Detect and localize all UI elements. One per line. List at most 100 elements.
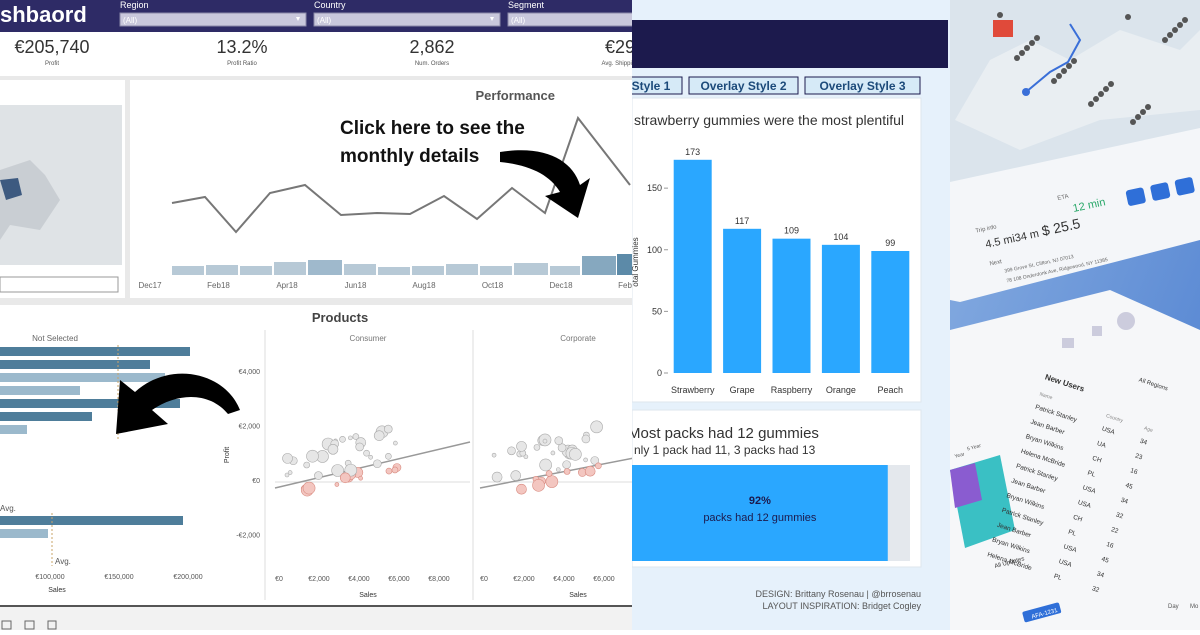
bar[interactable] [723,228,762,373]
trip-text: Trip info [975,224,998,234]
action-button[interactable] [1125,187,1146,206]
filter-label: Segment [508,0,545,10]
x-tick-label: €150,000 [104,574,133,581]
bubble [363,449,370,457]
bubble [507,446,516,456]
period-label[interactable]: Year [954,451,966,459]
value-label: 109 [784,226,799,236]
bubble [545,470,553,477]
bar-caption: packs had 12 gummies [703,512,817,524]
day-label[interactable]: Mo [1190,604,1199,610]
x-tick-label: Jun18 [345,281,367,290]
value-label: 104 [833,232,848,242]
action-button[interactable] [1174,177,1195,196]
avatar[interactable] [1117,312,1135,330]
bell-icon[interactable] [1092,326,1102,336]
x-tick-label: Raspberry [771,385,813,395]
button-label[interactable]: Style 1 [632,79,671,93]
map-dot [1098,91,1104,97]
map-dropdown[interactable] [0,276,119,293]
bar[interactable] [673,159,712,373]
value-label: 117 [735,216,749,226]
user-age: 34 [1120,497,1129,506]
y-tick-label: €0 [252,478,260,485]
trend-line [274,441,471,489]
treemap-cell [950,463,982,508]
y-tick-label: 0 [657,368,662,378]
value-label: 92% [749,495,771,507]
filter-dropdown[interactable] [119,12,307,27]
map-dot [1130,119,1136,125]
x-tick-label: €8,000 [428,576,450,583]
x-tick-label: Feb19 [618,281,641,290]
filter-dropdown[interactable] [313,12,501,27]
bubble [542,438,548,444]
bubble [385,467,393,475]
x-tick-label: €2,000 [513,576,535,583]
bubble [516,441,527,452]
style-button[interactable] [688,76,799,95]
button-label[interactable]: Overlay Style 2 [700,79,786,93]
bubble [282,453,293,464]
user-country: PL [1067,529,1077,538]
chart-title: strawberry gummies were the most plentif… [634,112,904,128]
arrow [500,150,590,218]
kpi-label: Profit Ratio [227,61,257,67]
y-tick-label: €4,000 [239,369,261,376]
y-tick-label: 100 [647,245,662,255]
tag [1022,602,1062,623]
bar[interactable] [772,238,811,373]
map-dot [1167,32,1173,38]
bubble [339,472,351,484]
filter-label: Region [120,0,149,10]
bubble [556,467,561,472]
user-country: PL [1086,470,1096,479]
user-age: 34 [1096,570,1105,579]
map-dot [1162,37,1168,43]
tab-bar [0,607,632,630]
kpi-value: €29 [605,37,635,57]
x-tick-label: Apr18 [276,281,298,290]
bubble [590,420,603,434]
action-button[interactable] [1150,182,1171,201]
dropdown-arrow [296,17,300,21]
trip-text: 34 m [1014,228,1040,245]
x-tick-label: Feb18 [207,281,230,290]
style-button[interactable] [620,76,683,95]
bar[interactable] [871,250,910,373]
user-age: 23 [1134,453,1143,462]
filter-dropdown[interactable] [507,12,694,27]
col-header: Age [1143,425,1154,434]
gummies-dashboard: Style 1 Overlay Style 2 Overlay Style 3 st… [620,0,950,630]
bubble [393,440,398,446]
style-button[interactable] [804,76,921,95]
tab-icons[interactable] [1,620,57,630]
day-label[interactable]: Day [1168,604,1179,610]
bubble [339,435,346,443]
bubble [595,462,602,470]
x-tick-label: Orange [826,385,856,395]
trend-line [479,457,632,489]
bubble [373,430,385,441]
bubble [385,452,392,460]
bubble [334,482,340,487]
annotation: monthly details [340,146,479,167]
period-label[interactable]: 5 Year [966,443,982,453]
map-dot [1029,40,1035,46]
user-country: PL [1053,573,1063,582]
bubble [368,455,373,460]
header-band [632,20,948,68]
x-tick-label: Oct18 [482,281,504,290]
map-dot [1145,104,1151,110]
map-pin[interactable] [993,20,1013,37]
kpi-label: Profit [45,61,59,67]
chat-icon[interactable] [1062,338,1074,348]
bar[interactable] [821,244,860,373]
annotation: Click here to see the [340,118,525,139]
tab-border [0,605,632,607]
avg-label: Avg. [0,504,16,513]
button-label[interactable]: Overlay Style 3 [819,79,905,93]
bar[interactable] [632,465,888,561]
x-tick-label: Dec18 [549,281,573,290]
bubble [554,436,564,446]
